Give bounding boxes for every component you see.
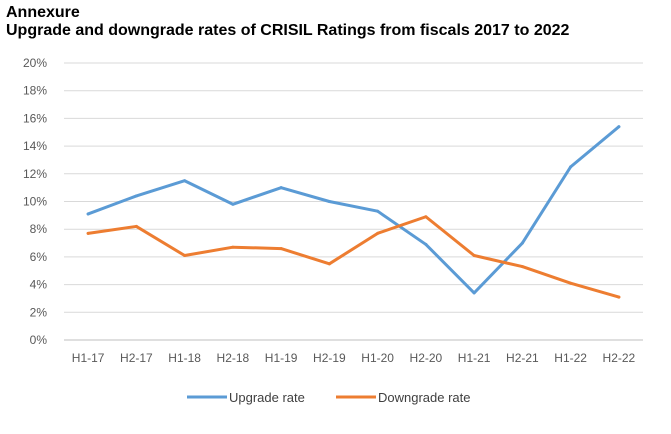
y-tick-label: 12% — [23, 167, 47, 181]
x-tick-label: H1-18 — [168, 351, 201, 365]
x-tick-label: H1-20 — [361, 351, 394, 365]
x-tick-label: H1-21 — [458, 351, 491, 365]
y-tick-label: 8% — [30, 222, 48, 236]
x-tick-label: H2-20 — [410, 351, 443, 365]
data-point — [86, 231, 90, 235]
legend-label: Upgrade rate — [229, 390, 305, 405]
y-tick-label: 0% — [30, 333, 48, 347]
x-tick-label: H2-21 — [506, 351, 539, 365]
y-tick-label: 6% — [30, 250, 48, 264]
x-tick-label: H1-17 — [72, 351, 105, 365]
data-point — [569, 281, 573, 285]
data-point — [520, 265, 524, 269]
y-tick-label: 18% — [23, 84, 47, 98]
y-tick-label: 14% — [23, 139, 47, 153]
data-point — [617, 295, 621, 299]
y-tick-label: 2% — [30, 305, 48, 319]
y-tick-label: 20% — [23, 56, 47, 70]
data-point — [183, 254, 187, 258]
series-line-downgrade-rate — [86, 215, 621, 299]
data-point — [279, 247, 283, 251]
data-point — [376, 209, 380, 213]
x-tick-label: H2-18 — [217, 351, 250, 365]
legend-label: Downgrade rate — [378, 390, 471, 405]
x-tick-label: H1-19 — [265, 351, 298, 365]
x-tick-label: H2-22 — [603, 351, 636, 365]
y-tick-label: 16% — [23, 111, 47, 125]
data-point — [569, 165, 573, 169]
data-point — [376, 231, 380, 235]
chart-title: Annexure — [6, 4, 80, 21]
data-point — [520, 241, 524, 245]
data-point — [231, 245, 235, 249]
data-point — [617, 125, 621, 129]
data-point — [134, 194, 138, 198]
data-point — [472, 291, 476, 295]
data-point — [472, 254, 476, 258]
data-point — [86, 212, 90, 216]
data-point — [183, 179, 187, 183]
x-tick-label: H1-22 — [554, 351, 587, 365]
y-tick-label: 4% — [30, 278, 48, 292]
data-point — [327, 200, 331, 203]
data-point — [424, 215, 428, 219]
y-tick-label: 10% — [23, 195, 47, 209]
x-tick-label: H2-19 — [313, 351, 346, 365]
data-point — [327, 262, 331, 266]
chart-subtitle: Upgrade and downgrade rates of CRISIL Ra… — [6, 22, 570, 39]
series-line-upgrade-rate — [86, 125, 621, 295]
x-tick-label: H2-17 — [120, 351, 153, 365]
data-point — [279, 186, 283, 190]
data-point — [424, 242, 428, 246]
data-point — [134, 224, 138, 228]
data-point — [231, 202, 235, 206]
